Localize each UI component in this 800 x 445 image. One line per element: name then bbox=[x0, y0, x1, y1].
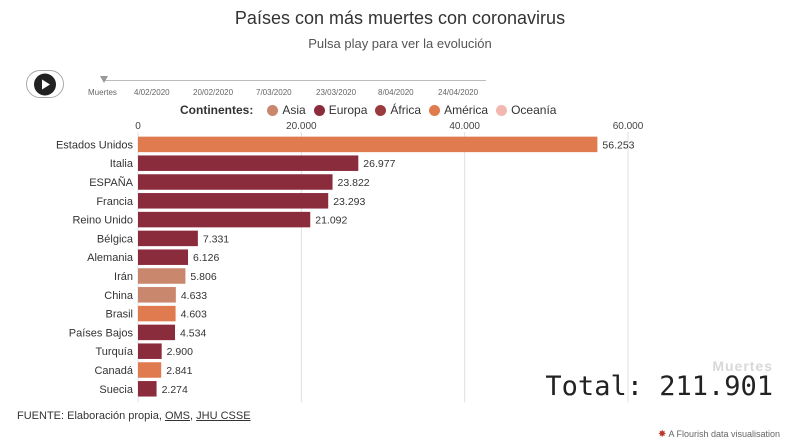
value-label: 23.822 bbox=[338, 177, 370, 189]
category-label: Estados Unidos bbox=[56, 139, 134, 151]
x-tick-label: 40.000 bbox=[449, 121, 480, 132]
category-label: Irán bbox=[114, 271, 133, 283]
value-label: 56.253 bbox=[602, 139, 634, 151]
bar bbox=[138, 174, 333, 190]
bar bbox=[138, 249, 189, 265]
bar bbox=[138, 230, 198, 247]
category-label: Italia bbox=[110, 158, 134, 170]
value-label: 21.092 bbox=[315, 215, 347, 227]
x-tick-label: 60.000 bbox=[613, 121, 644, 132]
legend-swatch bbox=[429, 104, 441, 116]
value-label: 7.331 bbox=[203, 233, 229, 245]
legend: Continentes: Asia Europa África América … bbox=[180, 103, 564, 117]
legend-item-america[interactable]: América bbox=[429, 103, 488, 117]
legend-label: América bbox=[444, 103, 489, 117]
value-label: 2.841 bbox=[166, 365, 192, 377]
legend-label: África bbox=[390, 103, 422, 117]
bar bbox=[138, 305, 176, 322]
legend-swatch bbox=[267, 104, 279, 116]
flourish-credit-text: A Flourish data visualisation bbox=[668, 429, 780, 439]
timeline-label-date: 20/02/2020 bbox=[193, 88, 234, 97]
bar bbox=[138, 155, 359, 171]
flourish-credit[interactable]: ✸ A Flourish data visualisation bbox=[658, 429, 780, 440]
legend-item-oceania[interactable]: Oceanía bbox=[496, 103, 556, 117]
x-tick-label: 0 bbox=[135, 121, 141, 132]
bar bbox=[138, 193, 329, 209]
category-label: ESPAÑA bbox=[89, 176, 133, 189]
bar bbox=[138, 381, 157, 397]
timeline-label-date: 4/02/2020 bbox=[134, 88, 170, 97]
value-label: 23.293 bbox=[333, 196, 365, 208]
category-label: Alemania bbox=[87, 252, 134, 264]
category-label: Bélgica bbox=[97, 233, 134, 245]
legend-swatch bbox=[313, 104, 325, 116]
play-icon bbox=[34, 73, 56, 96]
category-label: Turquía bbox=[95, 346, 133, 358]
bar bbox=[138, 343, 162, 359]
legend-swatch bbox=[496, 104, 508, 116]
legend-swatch bbox=[375, 104, 387, 116]
source-link-jhu[interactable]: JHU CSSE bbox=[196, 410, 251, 422]
category-label: Suecia bbox=[99, 384, 134, 396]
bar bbox=[138, 211, 311, 228]
source-prefix: FUENTE: Elaboración propia, bbox=[17, 410, 165, 422]
total-value: Total: 211.901 bbox=[545, 371, 773, 402]
category-label: Reino Unido bbox=[72, 215, 133, 227]
category-label: China bbox=[104, 290, 134, 302]
value-label: 2.900 bbox=[167, 346, 193, 358]
timeline-label-date: 24/04/2020 bbox=[438, 88, 479, 97]
legend-item-asia[interactable]: Asia bbox=[267, 103, 306, 117]
source-link-oms[interactable]: OMS bbox=[164, 410, 191, 422]
bar bbox=[138, 136, 598, 153]
timeline-handle[interactable] bbox=[100, 76, 108, 83]
timeline-slider[interactable]: Muertes 4/02/2020 20/02/2020 7/03/2020 2… bbox=[88, 72, 488, 102]
timeline-label-date: 8/04/2020 bbox=[378, 88, 414, 97]
play-button[interactable] bbox=[26, 70, 64, 98]
flourish-logo-icon: ✸ bbox=[658, 429, 667, 440]
timeline-track bbox=[104, 80, 486, 81]
legend-item-africa[interactable]: África bbox=[375, 103, 421, 117]
value-label: 2.274 bbox=[162, 384, 188, 396]
bar-chart: 0 20.000 40.000 60.000 Estados Unidos 56.253 I… bbox=[56, 121, 644, 403]
value-label: 26.977 bbox=[363, 158, 395, 170]
timeline-label-date: 23/03/2020 bbox=[316, 88, 357, 97]
value-label: 5.806 bbox=[190, 271, 216, 283]
category-label: Países Bajos bbox=[69, 327, 134, 339]
legend-label: Europa bbox=[328, 103, 368, 117]
bar bbox=[138, 362, 162, 378]
timeline-label-date: 7/03/2020 bbox=[256, 88, 292, 97]
bar bbox=[138, 287, 176, 303]
value-label: 4.633 bbox=[181, 290, 207, 302]
value-label: 6.126 bbox=[193, 252, 219, 264]
category-label: Brasil bbox=[105, 309, 133, 321]
category-label: Canadá bbox=[94, 365, 133, 377]
legend-label: Oceanía bbox=[511, 103, 557, 117]
value-label: 4.603 bbox=[181, 309, 207, 321]
legend-title: Continentes: bbox=[180, 103, 254, 117]
category-label: Francia bbox=[96, 196, 134, 208]
bar bbox=[138, 324, 176, 341]
x-tick-label: 20.000 bbox=[286, 121, 317, 132]
source-footer: FUENTE: Elaboración propia, OMS, JHU CSS… bbox=[17, 410, 251, 422]
timeline-label-metric: Muertes bbox=[88, 88, 117, 97]
bar bbox=[138, 268, 186, 284]
chart-subtitle: Pulsa play para ver la evolución bbox=[308, 36, 492, 51]
value-label: 4.534 bbox=[180, 327, 206, 339]
source-separator: , bbox=[190, 410, 197, 422]
total-metric-label: Muertes bbox=[712, 358, 773, 374]
chart-title: Países con más muertes con coronavirus bbox=[234, 8, 566, 28]
legend-label: Asia bbox=[282, 103, 306, 117]
legend-item-europa[interactable]: Europa bbox=[313, 103, 368, 117]
